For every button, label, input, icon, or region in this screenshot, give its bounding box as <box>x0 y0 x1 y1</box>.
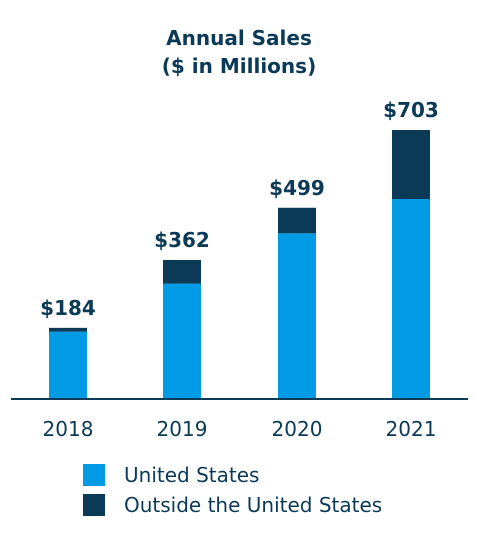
chart-title-block: Annual Sales ($ in Millions) <box>0 24 478 80</box>
total-label-2020: $499 <box>269 176 325 200</box>
total-label-2021: $703 <box>383 98 439 122</box>
legend-swatch-us <box>83 464 105 486</box>
legend-item-us: United States <box>83 460 382 490</box>
x-tick-labels-group: 2018 2019 2020 2021 <box>43 417 437 441</box>
bar-2021-outside-us <box>392 130 430 200</box>
chart-subtitle: ($ in Millions) <box>161 54 317 78</box>
bar-2021-us <box>392 199 430 398</box>
legend-item-outside-us: Outside the United States <box>83 490 382 520</box>
bar-2020-us <box>278 233 316 398</box>
legend: United States Outside the United States <box>83 460 382 520</box>
bar-2018-outside-us <box>49 327 87 332</box>
x-tick-label-2021: 2021 <box>386 417 437 441</box>
total-label-2018: $184 <box>40 296 96 320</box>
total-labels-group: $184 $362 $499 $703 <box>40 98 439 320</box>
legend-label-outside-us: Outside the United States <box>124 493 383 517</box>
x-tick-label-2018: 2018 <box>43 417 94 441</box>
legend-swatch-outside-us <box>83 494 105 516</box>
total-label-2019: $362 <box>154 228 210 252</box>
bar-2020-outside-us <box>278 207 316 234</box>
bars-group <box>49 130 430 398</box>
chart-title: Annual Sales <box>166 26 312 50</box>
bar-2019-outside-us <box>163 259 201 284</box>
x-tick-label-2019: 2019 <box>157 417 208 441</box>
legend-label-us: United States <box>124 463 260 487</box>
bar-2018-us <box>49 331 87 398</box>
x-tick-label-2020: 2020 <box>272 417 323 441</box>
bar-2019-us <box>163 283 201 398</box>
